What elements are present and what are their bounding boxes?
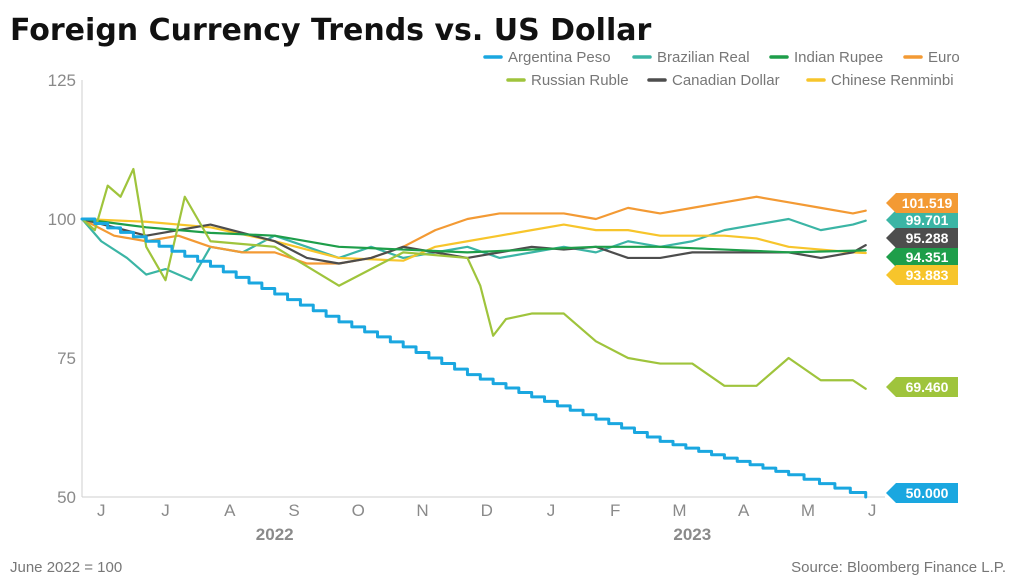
x-tick-label: S (288, 501, 299, 520)
series-line-india (80, 217, 867, 254)
legend-item-china: Chinese Renminbi (806, 72, 954, 89)
x-tick-label: A (224, 501, 236, 520)
x-axis: J J A S O N D J F M A M J 2022 2023 (97, 501, 876, 544)
x-tick-label: N (416, 501, 428, 520)
legend-item-argentina: Argentina Peso (483, 49, 611, 66)
legend-label: Argentina Peso (508, 49, 611, 66)
chart-title: Foreign Currency Trends vs. US Dollar (10, 13, 651, 48)
legend-item-brazil: Brazilian Real (632, 49, 750, 66)
end-label-value: 50.000 (906, 485, 949, 501)
end-label-value: 94.351 (906, 249, 949, 265)
x-tick-label: J (868, 501, 877, 520)
end-label-tag (886, 247, 958, 267)
legend-item-india: Indian Rupee (769, 49, 883, 66)
end-label-tag (886, 193, 958, 213)
end-label-tag (886, 377, 958, 397)
legend-label: Chinese Renminbi (831, 72, 954, 89)
end-label-china: 93.883 (886, 265, 958, 285)
y-tick-label: 50 (57, 488, 76, 507)
x-tick-label: D (481, 501, 493, 520)
series-line-brazil (80, 217, 867, 282)
end-label-tag (886, 265, 958, 285)
source-note: Source: Bloomberg Finance L.P. (791, 559, 1006, 576)
legend-label: Canadian Dollar (672, 72, 780, 89)
legend-item-euro: Euro (903, 49, 960, 66)
legend-label: Russian Ruble (531, 72, 629, 89)
legend-item-russia: Russian Ruble (506, 72, 629, 89)
year-label: 2022 (256, 525, 294, 544)
end-label-tag (886, 483, 958, 503)
end-labels: 50.000 99.701 94.351 101.519 69.460 95.288 93.… (886, 193, 958, 503)
end-label-argentina: 50.000 (886, 483, 958, 503)
end-label-tag (886, 228, 958, 248)
series-line-euro (80, 195, 867, 265)
y-tick-label: 100 (48, 210, 76, 229)
year-label: 2023 (673, 525, 711, 544)
end-label-russia: 69.460 (886, 377, 958, 397)
legend: Argentina Peso Brazilian Real Indian Rupee… (483, 49, 960, 89)
series-lines (80, 167, 868, 499)
end-label-brazil: 99.701 (886, 210, 958, 230)
legend-label: Indian Rupee (794, 49, 883, 66)
x-tick-label: M (672, 501, 686, 520)
end-label-india: 94.351 (886, 247, 958, 267)
end-label-euro: 101.519 (886, 193, 958, 213)
end-label-tag (886, 210, 958, 230)
legend-label: Euro (928, 49, 960, 66)
end-label-value: 99.701 (906, 212, 949, 228)
x-tick-label: A (738, 501, 750, 520)
y-axis: 125 100 75 50 (48, 71, 76, 507)
x-tick-label: F (610, 501, 620, 520)
x-tick-label: J (161, 501, 170, 520)
x-tick-label: O (352, 501, 365, 520)
end-label-value: 93.883 (906, 267, 949, 283)
x-tick-label: J (97, 501, 106, 520)
series-line-china (80, 217, 867, 262)
legend-item-canada: Canadian Dollar (647, 72, 780, 89)
end-label-value: 69.460 (906, 379, 949, 395)
y-tick-label: 75 (57, 349, 76, 368)
y-tick-label: 125 (48, 71, 76, 90)
x-tick-label: J (547, 501, 556, 520)
end-label-value: 95.288 (906, 230, 949, 246)
base-note: June 2022 = 100 (10, 559, 122, 576)
series-line-argentina (80, 217, 868, 499)
end-label-canada: 95.288 (886, 228, 958, 248)
series-line-russia (80, 167, 867, 390)
legend-label: Brazilian Real (657, 49, 750, 66)
x-tick-label: M (801, 501, 815, 520)
end-label-value: 101.519 (902, 195, 953, 211)
